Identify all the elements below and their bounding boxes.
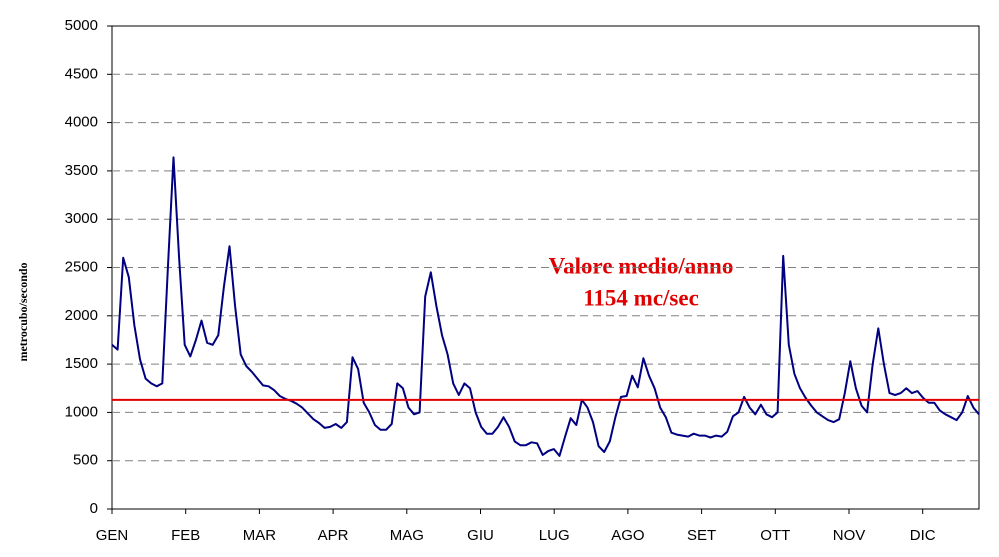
y-tick-label: 3000	[65, 210, 98, 227]
x-tick-label: APR	[318, 527, 349, 544]
y-axis-label: metrocubo/secondo	[16, 262, 30, 361]
y-tick-label: 1000	[65, 403, 98, 420]
y-tick-label: 5000	[65, 17, 98, 34]
x-tick-label: AGO	[611, 527, 644, 544]
annotation: 1154 mc/sec	[583, 285, 699, 310]
annotation: Valore medio/anno	[549, 253, 734, 278]
y-tick-label: 4500	[65, 65, 98, 82]
x-tick-label: SET	[687, 527, 716, 544]
y-tick-label: 3500	[65, 162, 98, 179]
y-tick-label: 1500	[65, 355, 98, 372]
data-line	[111, 156, 980, 457]
x-tick-label: MAR	[243, 527, 277, 544]
x-tick-label: GIU	[467, 527, 494, 544]
y-tick-label: 4000	[65, 114, 98, 131]
x-tick-label: NOV	[833, 527, 866, 544]
x-tick-label: FEB	[171, 527, 200, 544]
y-tick-label: 2500	[65, 258, 98, 275]
x-tick-label: MAG	[390, 527, 424, 544]
y-tick-label: 2000	[65, 307, 98, 324]
x-tick-label: OTT	[760, 527, 790, 544]
x-tick-label: DIC	[910, 527, 936, 544]
y-tick-label: 0	[90, 500, 98, 517]
y-tick-label: 500	[73, 452, 98, 469]
x-tick-label: LUG	[539, 527, 570, 544]
x-tick-label: GEN	[96, 527, 129, 544]
